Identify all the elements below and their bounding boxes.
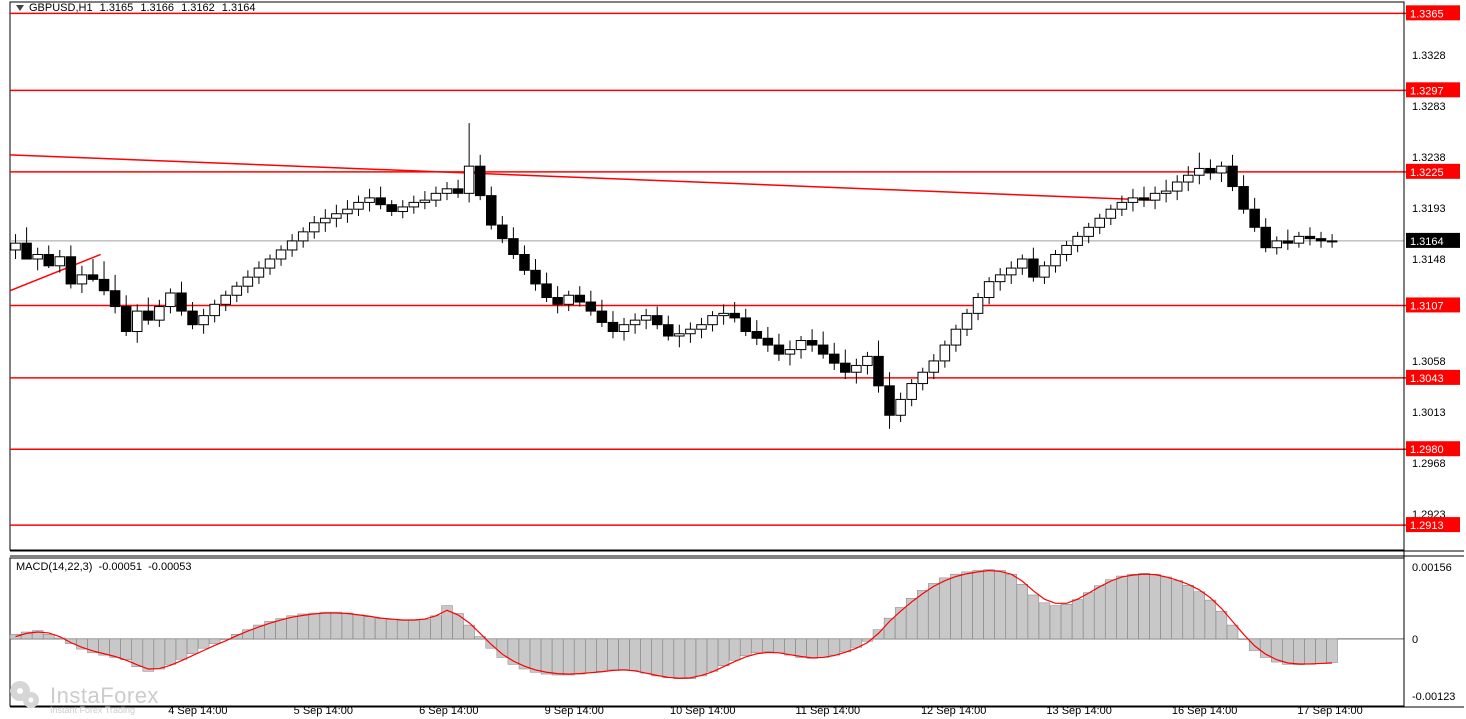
ohlc-close: 1.3164: [222, 2, 256, 14]
dropdown-icon: [16, 5, 24, 11]
gear-icon: [8, 679, 42, 713]
watermark-tag: Instant Forex Trading: [50, 705, 135, 715]
ohlc-high: 1.3166: [140, 2, 174, 14]
symbol-label: GBPUSD,H1: [29, 2, 93, 14]
svg-text:1.2968: 1.2968: [1412, 458, 1446, 470]
svg-text:1.3365: 1.3365: [1410, 8, 1444, 20]
svg-text:1.3283: 1.3283: [1412, 101, 1446, 113]
chart-container: 1.3328 1.3283 1.3238 1.3193 1.3148 1.3058 1.30…: [0, 0, 1466, 719]
svg-text:1.3058: 1.3058: [1412, 356, 1446, 368]
svg-text:0.00156: 0.00156: [1412, 562, 1452, 574]
svg-text:1.3148: 1.3148: [1412, 254, 1446, 266]
svg-text:-0.00123: -0.00123: [1412, 691, 1455, 703]
chart-title: GBPUSD,H1 1.3165 1.3166 1.3162 1.3164: [16, 2, 255, 14]
svg-text:1.3193: 1.3193: [1412, 203, 1446, 215]
svg-text:1.3013: 1.3013: [1412, 407, 1446, 419]
svg-text:1.2913: 1.2913: [1410, 520, 1444, 532]
ohlc-low: 1.3162: [181, 2, 215, 14]
svg-text:1.3164: 1.3164: [1410, 236, 1444, 248]
svg-text:1.3297: 1.3297: [1410, 85, 1444, 97]
ohlc-open: 1.3165: [100, 2, 134, 14]
svg-text:1.3107: 1.3107: [1410, 300, 1444, 312]
svg-text:1.3238: 1.3238: [1412, 152, 1446, 164]
svg-text:1.3043: 1.3043: [1410, 373, 1444, 385]
macd-label: MACD(14,22,3) -0.00051 -0.00053: [16, 561, 192, 573]
chart-svg[interactable]: 1.3328 1.3283 1.3238 1.3193 1.3148 1.3058 1.30…: [0, 0, 1466, 719]
watermark: InstaForex Instant Forex Trading: [8, 679, 159, 713]
svg-text:1.2980: 1.2980: [1410, 444, 1444, 456]
svg-text:1.3328: 1.3328: [1412, 50, 1446, 62]
svg-text:1.3225: 1.3225: [1410, 167, 1444, 179]
svg-text:0: 0: [1412, 634, 1418, 646]
